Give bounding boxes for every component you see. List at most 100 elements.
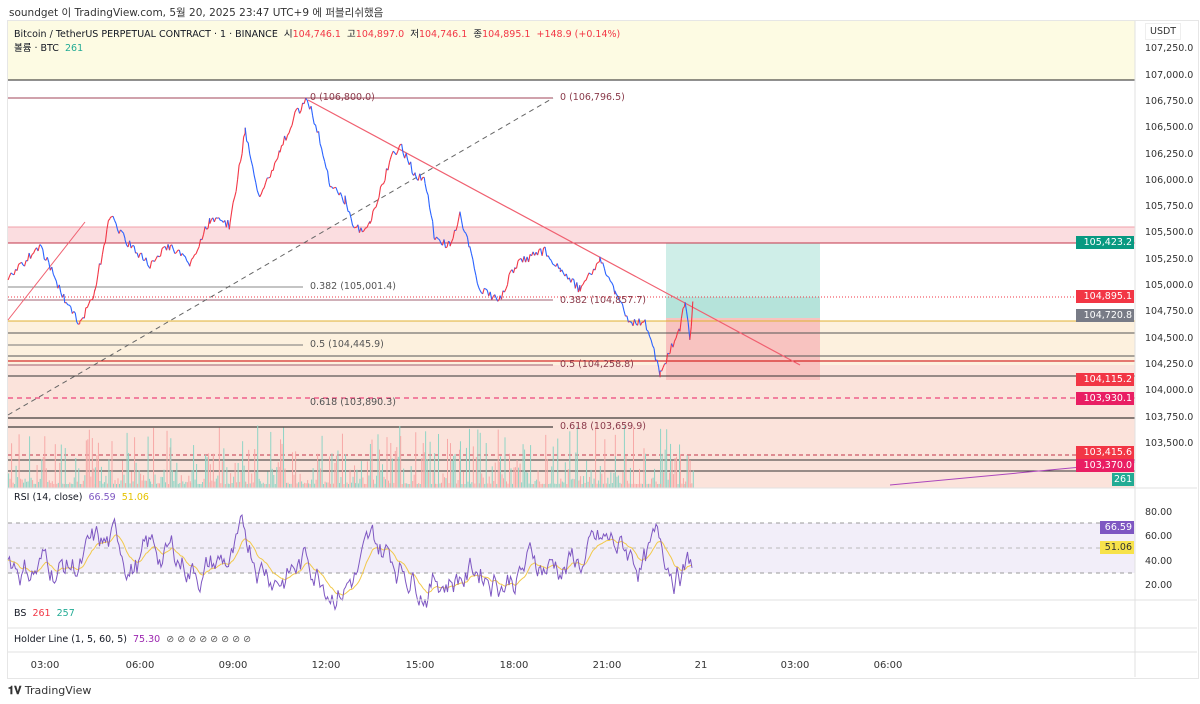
close-value: 104,895.1 <box>482 29 531 40</box>
volume-bar <box>685 481 687 488</box>
volume-bar <box>87 439 89 488</box>
price-segment <box>504 288 507 293</box>
volume-bar <box>221 461 223 488</box>
volume-bar <box>561 481 563 488</box>
tradingview-logo[interactable]: 𝟏𝐕 TradingView <box>8 684 91 698</box>
price-segment <box>246 140 249 144</box>
fib-label: 0 (106,800.0) <box>310 92 375 103</box>
volume-bar <box>357 483 359 488</box>
volume-bar <box>688 456 690 488</box>
price-label: 104,115.2 <box>1076 373 1134 386</box>
price-segment <box>617 296 620 301</box>
price-segment <box>667 352 670 355</box>
volume-bar <box>461 483 463 488</box>
volume-bar <box>30 477 32 488</box>
bs-title: BS <box>14 608 27 619</box>
price-segment <box>174 252 177 255</box>
volume-bar <box>203 478 205 488</box>
volume-bar <box>51 481 53 488</box>
rsi-line <box>7 513 693 612</box>
price-segment <box>475 275 478 284</box>
long-position-entry <box>666 297 820 318</box>
price-segment <box>48 262 51 271</box>
price-segment <box>687 322 691 338</box>
volume-bar <box>248 449 250 488</box>
price-segment <box>327 170 330 183</box>
volume-bar <box>533 483 535 488</box>
volume-bar <box>150 481 152 488</box>
resistance-zone <box>8 227 1135 243</box>
volume-bar <box>62 483 64 488</box>
price-segment <box>291 118 295 126</box>
volume-bar <box>604 439 606 488</box>
price-label: 104,720.8 <box>1076 309 1134 322</box>
volume-bar <box>478 483 480 488</box>
price-segment <box>546 255 549 257</box>
volume-bar <box>666 429 668 488</box>
volume-bar <box>396 447 398 488</box>
volume-bar <box>622 472 624 488</box>
volume-label: 볼륨 · BTC <box>14 43 59 54</box>
volume-bar <box>307 480 309 488</box>
volume-bar <box>557 438 559 488</box>
price-segment <box>349 211 352 219</box>
volume-bar <box>274 483 276 488</box>
price-segment <box>335 187 338 192</box>
volume-bar <box>268 483 270 488</box>
volume-bar <box>44 436 46 488</box>
volume-bar <box>370 483 371 488</box>
volume-bar <box>560 478 562 488</box>
price-segment <box>640 322 643 326</box>
volume-bar <box>599 466 601 488</box>
price-segment <box>537 249 540 256</box>
price-segment <box>154 258 157 262</box>
price-segment <box>668 352 671 355</box>
volume-bar <box>304 482 306 488</box>
price-segment <box>587 272 590 277</box>
volume-bar <box>334 463 336 488</box>
volume-bar <box>135 462 137 488</box>
volume-bar <box>143 475 145 488</box>
volume-bar <box>413 474 415 488</box>
price-segment <box>387 162 391 171</box>
volume-bar <box>173 480 175 488</box>
price-segment <box>243 132 246 138</box>
price-segment <box>307 103 311 110</box>
symbol-title[interactable]: Bitcoin / TetherUS PERPETUAL CONTRACT · … <box>14 29 278 40</box>
price-segment <box>429 207 432 216</box>
price-segment <box>120 229 123 232</box>
volume-bar <box>484 483 486 488</box>
volume-bar <box>459 441 461 488</box>
price-segment <box>661 367 664 372</box>
volume-bar <box>76 481 78 488</box>
volume-bar <box>611 482 613 488</box>
price-segment <box>414 174 418 180</box>
volume-bar <box>160 476 162 488</box>
volume-bar <box>447 438 448 488</box>
volume-bar <box>105 475 107 488</box>
volume-bar <box>108 459 110 488</box>
price-segment <box>570 278 573 283</box>
price-segment <box>83 307 87 319</box>
volume-bar <box>590 469 592 488</box>
volume-bar <box>259 481 261 488</box>
volume-bar <box>415 432 417 488</box>
price-segment <box>240 153 243 162</box>
volume-bar <box>119 483 120 488</box>
time-tick: 12:00 <box>311 660 341 671</box>
volume-bar <box>512 483 513 488</box>
price-segment <box>80 317 84 321</box>
volume-bar <box>580 476 582 488</box>
price-segment <box>369 220 373 224</box>
price-segment <box>401 144 404 154</box>
volume-bar <box>262 482 264 488</box>
volume-bar <box>639 468 640 488</box>
volume-bar <box>239 481 241 488</box>
price-segment <box>263 182 267 188</box>
volume-bar <box>596 483 598 488</box>
volume-bar <box>267 471 269 488</box>
price-segment <box>572 278 575 280</box>
open-label: 시 <box>283 29 293 40</box>
currency-button[interactable]: USDT <box>1145 23 1182 40</box>
